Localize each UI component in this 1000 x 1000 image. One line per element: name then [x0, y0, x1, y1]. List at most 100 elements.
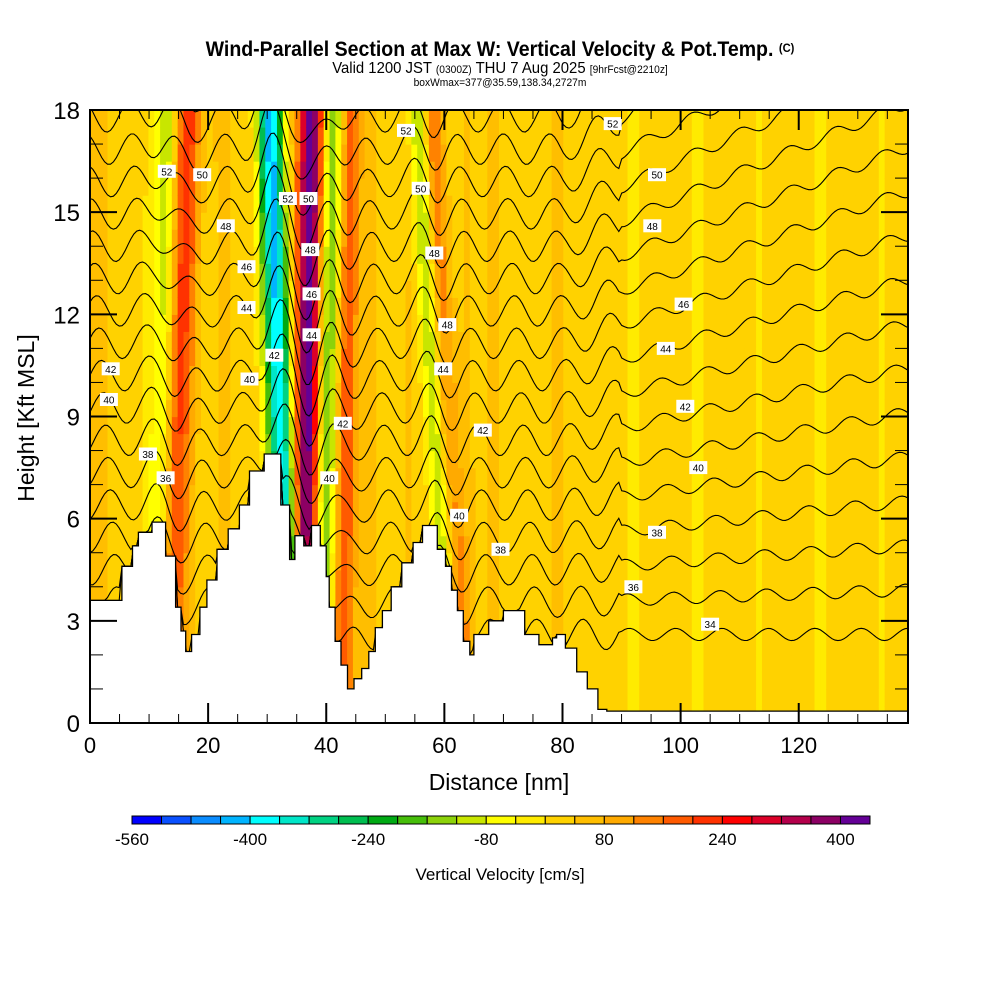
w-cell	[645, 620, 652, 639]
w-cell	[405, 195, 412, 213]
w-cell	[475, 569, 483, 588]
w-cell	[206, 178, 214, 196]
w-cell	[516, 535, 523, 554]
w-cell	[206, 144, 214, 162]
w-cell	[241, 144, 249, 162]
w-cell	[738, 263, 745, 281]
w-cell	[206, 348, 214, 367]
w-cell	[814, 671, 821, 690]
w-cell	[802, 263, 810, 281]
w-cell	[224, 161, 231, 179]
w-cell	[633, 365, 640, 384]
w-cell	[574, 637, 582, 656]
w-cell	[183, 161, 190, 179]
w-cell	[627, 365, 634, 384]
w-cell	[586, 127, 594, 145]
w-cell	[615, 586, 623, 605]
w-cell	[750, 586, 757, 605]
w-cell	[247, 212, 255, 230]
w-cell	[826, 127, 833, 145]
w-cell	[516, 144, 523, 162]
w-cell	[130, 348, 138, 367]
w-cell	[604, 161, 611, 179]
w-cell	[890, 501, 897, 520]
w-cell	[674, 331, 681, 349]
w-cell	[726, 246, 734, 264]
w-cell	[645, 433, 652, 452]
w-cell	[440, 144, 448, 162]
w-cell	[364, 263, 372, 281]
w-cell	[633, 569, 640, 588]
w-cell	[119, 399, 126, 418]
w-cell	[574, 535, 582, 554]
w-cell	[855, 331, 862, 349]
w-cell	[405, 535, 412, 554]
w-cell	[352, 433, 360, 452]
w-cell	[481, 535, 488, 554]
w-cell	[236, 314, 243, 332]
w-cell	[615, 365, 623, 384]
w-cell	[808, 263, 816, 281]
w-cell	[633, 297, 640, 315]
w-cell	[399, 552, 407, 571]
w-cell	[119, 280, 126, 298]
w-cell	[738, 382, 745, 401]
w-cell	[90, 382, 97, 401]
w-cell	[294, 467, 301, 486]
w-cell	[347, 501, 354, 520]
w-cell	[861, 314, 868, 332]
w-cell	[119, 195, 126, 213]
w-cell	[610, 501, 617, 520]
w-cell	[306, 382, 313, 401]
w-cell	[639, 382, 646, 401]
w-cell	[113, 127, 120, 145]
w-cell	[843, 348, 851, 367]
w-cell	[452, 246, 459, 264]
w-cell	[668, 637, 675, 656]
w-cell	[709, 467, 716, 486]
w-cell	[300, 450, 307, 469]
w-cell	[779, 229, 786, 247]
w-cell	[785, 110, 792, 128]
w-cell	[610, 263, 617, 281]
w-cell	[265, 110, 272, 128]
w-cell	[867, 688, 874, 707]
w-cell	[621, 127, 629, 145]
w-cell	[761, 161, 769, 179]
w-cell	[861, 484, 868, 503]
w-cell	[306, 297, 313, 315]
w-cell	[428, 433, 436, 452]
w-cell	[259, 450, 266, 469]
w-cell	[522, 263, 529, 281]
w-cell	[773, 688, 781, 707]
w-cell	[808, 450, 816, 469]
w-cell	[767, 331, 775, 349]
w-cell	[732, 637, 740, 656]
w-cell	[756, 348, 763, 367]
w-cell	[446, 280, 453, 298]
w-cell	[142, 365, 150, 384]
w-cell	[738, 671, 745, 690]
w-cell	[551, 416, 559, 435]
w-cell	[177, 365, 185, 384]
w-cell	[165, 297, 173, 315]
w-cell	[580, 382, 588, 401]
w-cell	[154, 297, 161, 315]
w-cell	[148, 144, 155, 162]
w-cell	[230, 263, 237, 281]
w-cell	[808, 110, 816, 128]
w-cell	[621, 569, 629, 588]
w-cell	[867, 569, 874, 588]
w-cell	[218, 280, 225, 298]
w-cell	[773, 552, 781, 571]
w-cell	[796, 467, 804, 486]
w-cell	[358, 484, 366, 503]
w-cell	[475, 280, 483, 298]
w-cell	[610, 450, 617, 469]
w-cell	[615, 688, 623, 707]
w-cell	[516, 348, 523, 367]
w-cell	[370, 280, 377, 298]
w-cell	[808, 178, 816, 196]
w-cell	[633, 433, 640, 452]
w-cell	[364, 535, 372, 554]
